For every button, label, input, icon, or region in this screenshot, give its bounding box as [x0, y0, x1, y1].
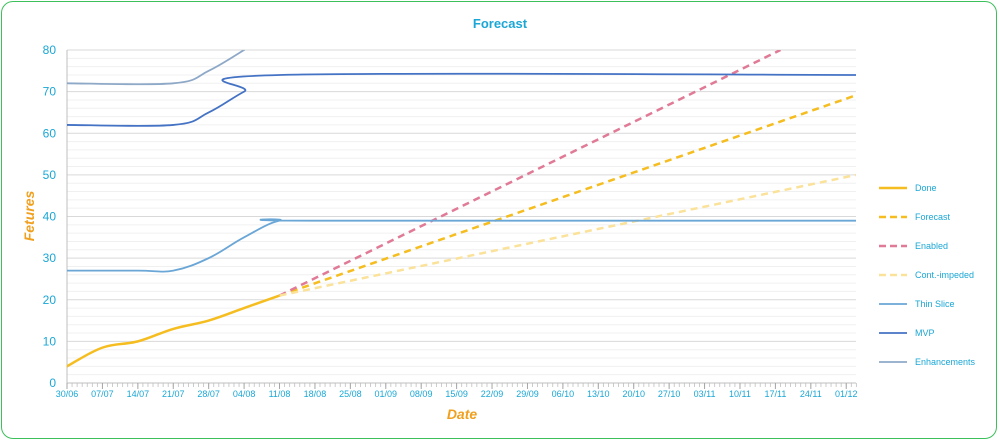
- legend-label: Thin Slice: [915, 299, 955, 309]
- x-tick-label: 04/08: [233, 389, 256, 399]
- series-line-enhancements: [67, 50, 245, 86]
- x-axis-ticks: 30/06 07/07 14/07 21/07 28/07 04/08 11/08 18/08…: [56, 383, 858, 399]
- x-axis-label: Date: [447, 406, 478, 422]
- x-tick-label: 13/10: [587, 389, 610, 399]
- x-tick-label: 25/08: [339, 389, 362, 399]
- legend-label: Enabled: [915, 241, 948, 251]
- x-tick-label: 24/11: [800, 389, 822, 399]
- series-lines: [67, 50, 856, 368]
- y-tick-label: 40: [43, 210, 57, 224]
- legend-label: Done: [915, 183, 937, 193]
- y-tick-label: 10: [43, 334, 57, 348]
- x-tick-label: 20/10: [622, 389, 645, 399]
- x-tick-label: 10/11: [729, 389, 751, 399]
- x-tick-label: 30/06: [56, 389, 79, 399]
- x-tick-label: 08/09: [410, 389, 433, 399]
- x-tick-label: 14/07: [127, 389, 150, 399]
- y-tick-label: 20: [43, 293, 57, 307]
- y-tick-label: 50: [43, 168, 57, 182]
- x-tick-label: 28/07: [197, 389, 220, 399]
- x-tick-label: 27/10: [658, 389, 681, 399]
- chart-title: Forecast: [473, 16, 528, 31]
- y-tick-label: 60: [43, 126, 57, 140]
- legend-label: MVP: [915, 328, 935, 338]
- legend-label: Enhancements: [915, 357, 976, 367]
- legend: Done Forecast Enabled Cont.-impeded Thin Sli…: [879, 183, 976, 367]
- x-tick-label: 01/12: [835, 389, 858, 399]
- series-line-mvp: [67, 72, 856, 127]
- series-line-cont-impeded: [279, 173, 856, 297]
- y-axis-ticks: 0 10 20 30 40 50 60 70 80: [43, 43, 57, 390]
- series-line-forecast: [279, 93, 856, 297]
- x-tick-label: 06/10: [552, 389, 575, 399]
- x-tick-label: 21/07: [162, 389, 185, 399]
- series-line-done: [67, 294, 281, 368]
- x-tick-label: 29/09: [516, 389, 539, 399]
- y-axis-label: Fetures: [21, 191, 37, 242]
- legend-label: Cont.-impeded: [915, 270, 974, 280]
- x-tick-label: 07/07: [91, 389, 114, 399]
- x-tick-label: 11/08: [269, 389, 291, 399]
- x-tick-label: 17/11: [764, 389, 786, 399]
- series-line-enabled: [278, 50, 782, 297]
- x-tick-label: 01/09: [375, 389, 398, 399]
- series-line-thin-slice: [67, 218, 856, 273]
- y-tick-label: 80: [43, 43, 57, 57]
- y-tick-label: 30: [43, 251, 57, 265]
- x-tick-label: 03/11: [694, 389, 716, 399]
- y-tick-label: 0: [49, 376, 56, 390]
- x-tick-label: 18/08: [304, 389, 327, 399]
- y-tick-label: 70: [43, 85, 57, 99]
- grid-lines: [66, 49, 856, 384]
- x-tick-label: 22/09: [481, 389, 504, 399]
- legend-label: Forecast: [915, 212, 951, 222]
- x-tick-label: 15/09: [445, 389, 468, 399]
